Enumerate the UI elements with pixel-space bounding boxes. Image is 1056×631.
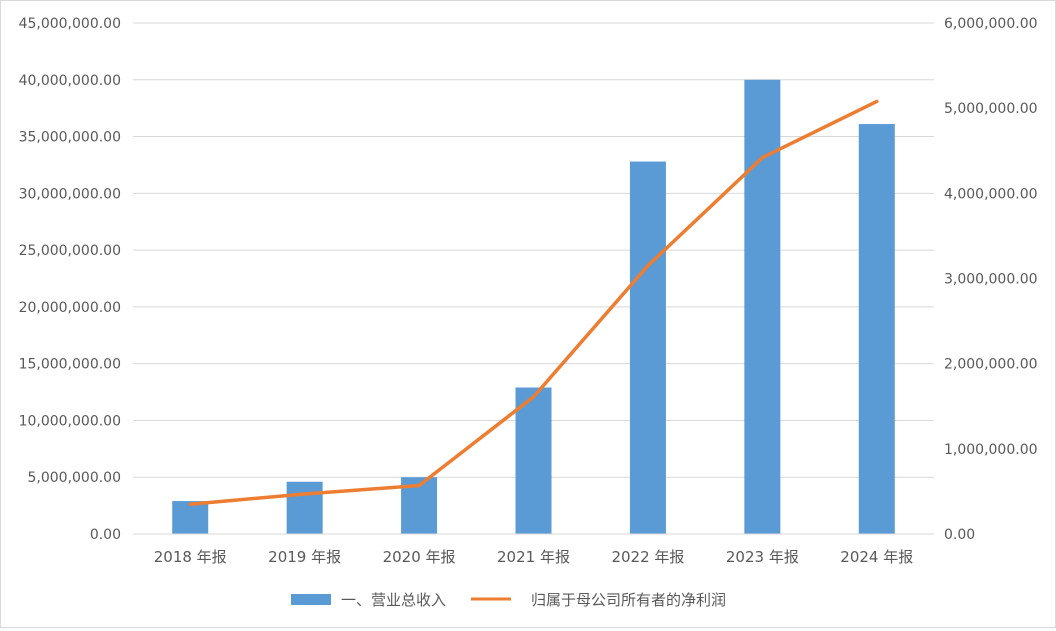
legend-label-net-profit: 归属于母公司所有者的净利润 — [531, 591, 726, 609]
left-axis-tick-label: 25,000,000.00 — [19, 243, 121, 259]
left-axis-tick-label: 10,000,000.00 — [19, 413, 121, 429]
left-axis-tick-label: 45,000,000.00 — [19, 16, 121, 32]
right-axis-tick-label: 5,000,000.00 — [944, 101, 1038, 117]
left-axis-tick-label: 40,000,000.00 — [19, 73, 121, 89]
revenue-bar — [287, 482, 323, 534]
left-axis-tick-label: 15,000,000.00 — [19, 357, 121, 373]
left-axis-tick-label: 0.00 — [90, 527, 121, 543]
right-axis-tick-label: 6,000,000.00 — [944, 16, 1038, 32]
right-axis-tick-label: 0.00 — [944, 527, 975, 543]
legend: 一、营业总收入 归属于母公司所有者的净利润 — [291, 591, 726, 609]
revenue-bar — [744, 80, 780, 534]
x-axis-tick-label: 2023 年报 — [726, 548, 799, 566]
x-axis-tick-label: 2020 年报 — [383, 548, 456, 566]
left-axis-tick-label: 20,000,000.00 — [19, 300, 121, 316]
right-axis-tick-label: 3,000,000.00 — [944, 272, 1038, 288]
left-axis-ticks: 0.00 5,000,000.00 10,000,000.00 15,000,000.… — [19, 16, 121, 543]
x-axis-tick-label: 2024 年报 — [840, 548, 913, 566]
x-axis-tick-label: 2018 年报 — [154, 548, 227, 566]
revenue-bar — [172, 501, 208, 534]
right-axis-ticks: 0.00 1,000,000.00 2,000,000.00 3,000,000.00… — [944, 16, 1038, 543]
revenue-bar — [630, 162, 666, 534]
x-axis-ticks: 2018 年报 2019 年报 2020 年报 2021 年报 2022 年报 2023 … — [154, 548, 914, 566]
x-axis-tick-label: 2019 年报 — [268, 548, 341, 566]
left-axis-tick-label: 30,000,000.00 — [19, 186, 121, 202]
revenue-bar — [516, 388, 552, 534]
legend-swatch-revenue — [291, 594, 331, 605]
x-axis-tick-label: 2021 年报 — [497, 548, 570, 566]
left-axis-tick-label: 5,000,000.00 — [27, 470, 121, 486]
right-axis-tick-label: 4,000,000.00 — [944, 186, 1038, 202]
legend-label-revenue: 一、营业总收入 — [341, 591, 446, 609]
left-axis-tick-label: 35,000,000.00 — [19, 130, 121, 146]
x-axis-tick-label: 2022 年报 — [611, 548, 684, 566]
right-axis-tick-label: 1,000,000.00 — [944, 442, 1038, 458]
revenue-bar — [859, 124, 895, 534]
right-axis-tick-label: 2,000,000.00 — [944, 357, 1038, 373]
